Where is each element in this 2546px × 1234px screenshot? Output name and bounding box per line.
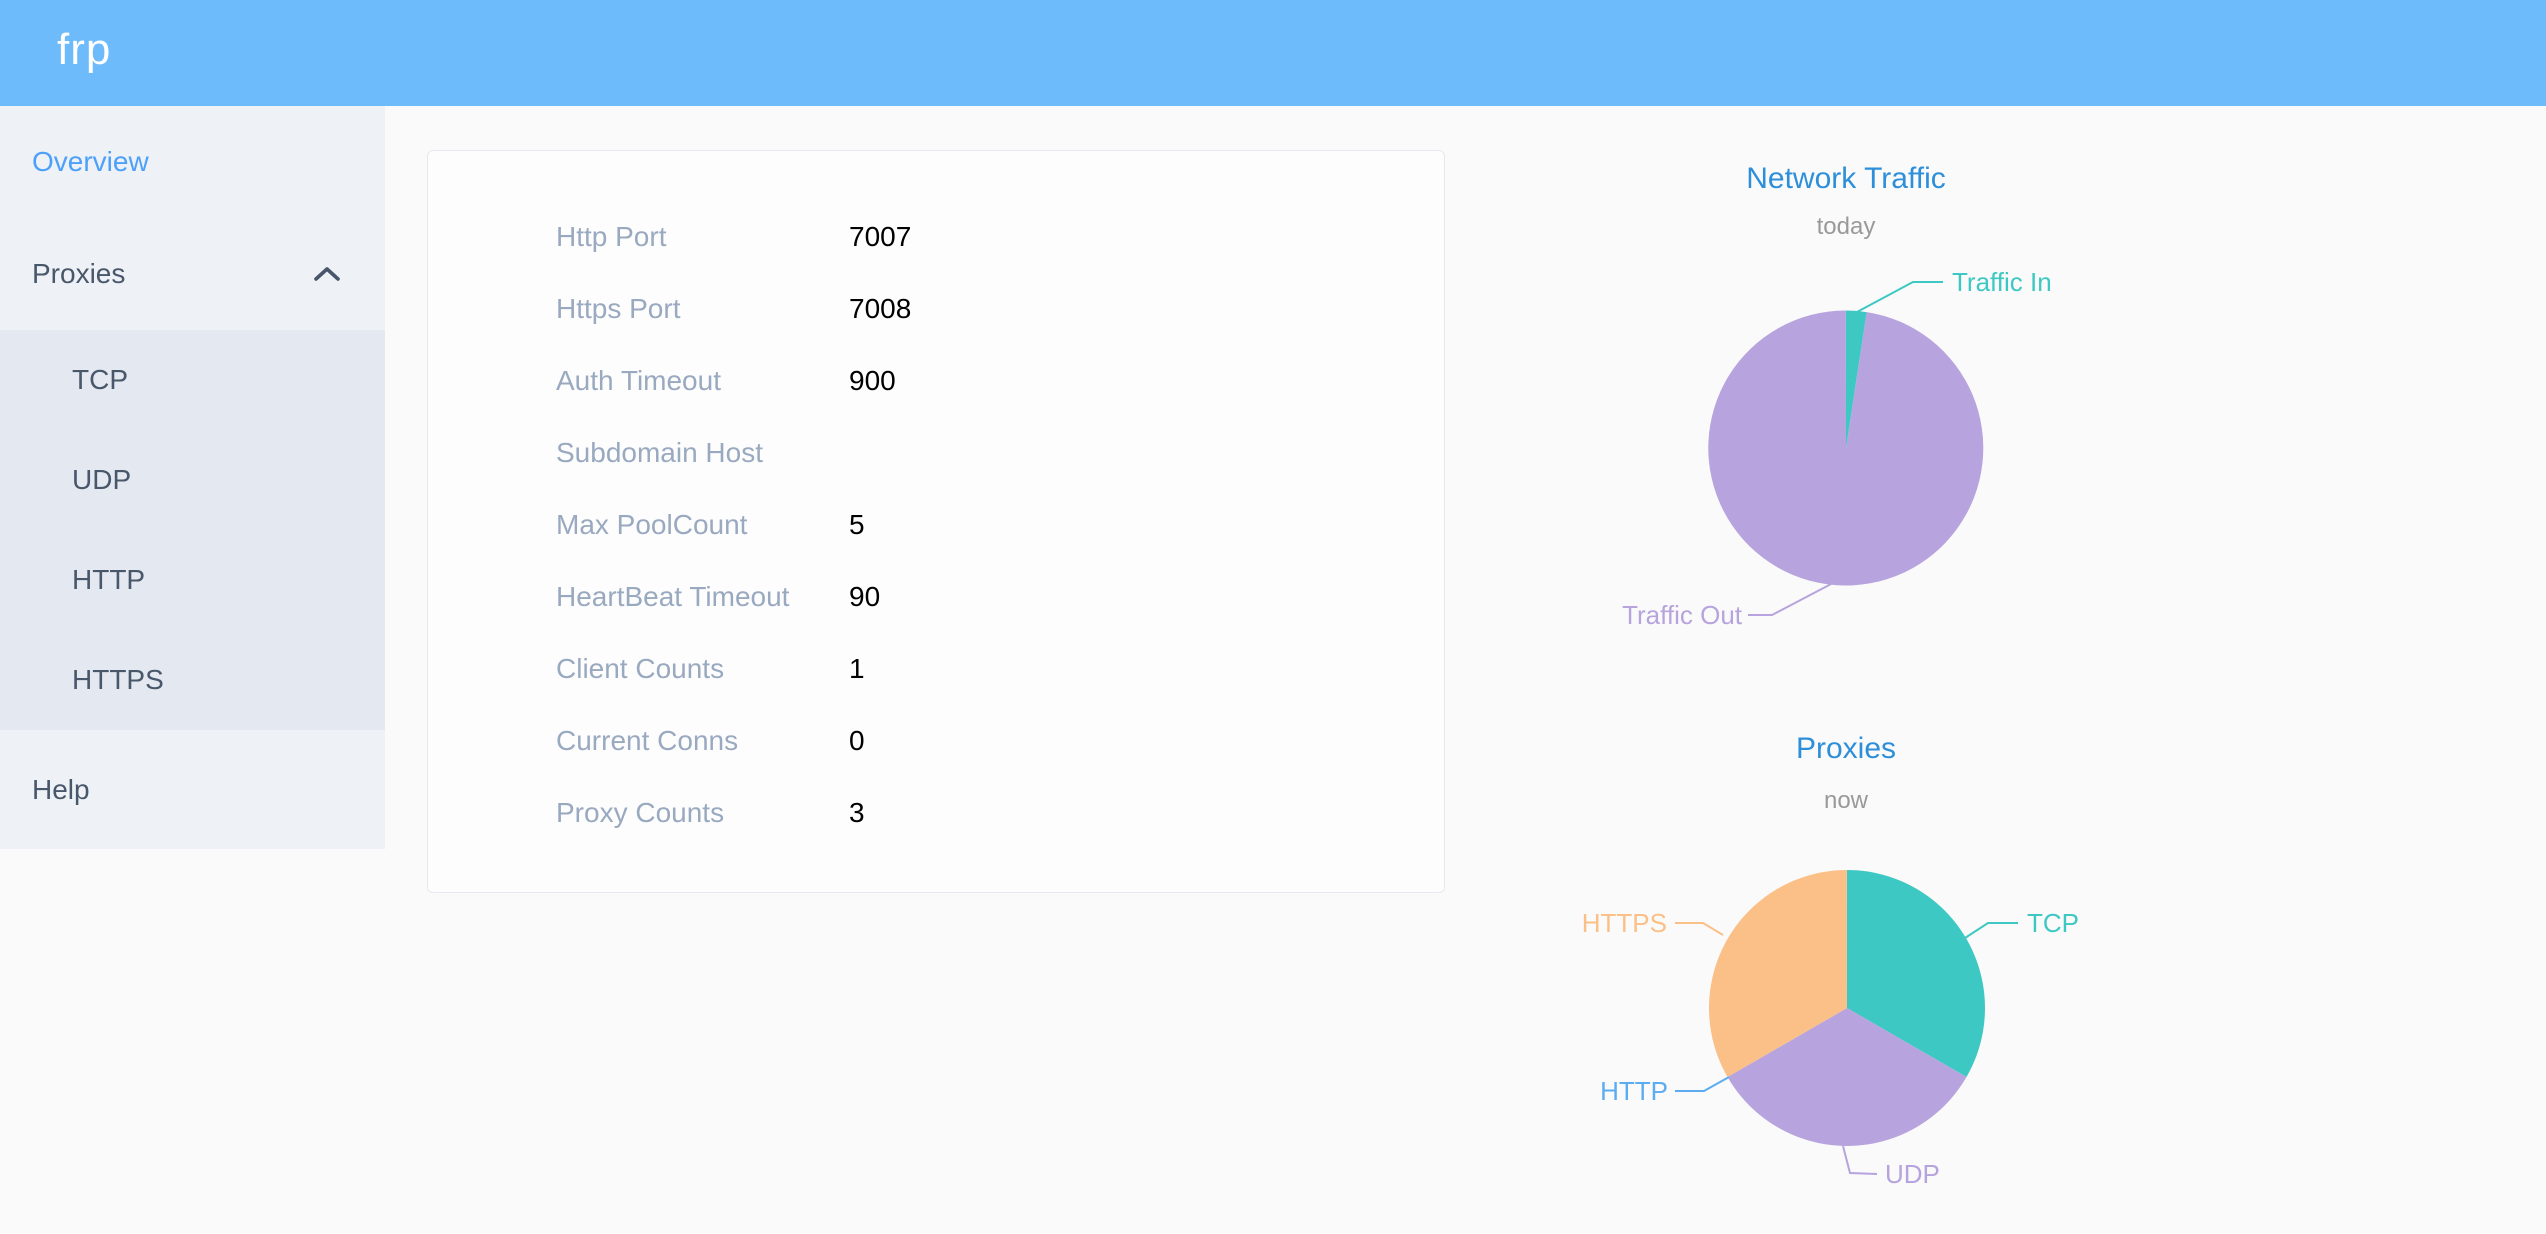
app-logo: frp xyxy=(57,25,112,74)
sidebar-item-proxies-label: Proxies xyxy=(32,258,126,289)
chart-title: Proxies xyxy=(1796,732,1896,765)
chevron-up-icon xyxy=(314,267,340,281)
sidebar-item-https[interactable]: HTTPS xyxy=(0,630,385,730)
server-info-row: Http Port 7007 xyxy=(428,201,1444,273)
sidebar-nav: Overview Proxies TCP UDP HTTP HTTPS Help xyxy=(0,106,385,849)
pie-slice-udp[interactable] xyxy=(1727,1008,1967,1146)
slice-label-traffic-in: Traffic In xyxy=(1952,267,2052,297)
sidebar-item-udp[interactable]: UDP xyxy=(0,430,385,530)
sidebar-item-https-label: HTTPS xyxy=(72,664,164,695)
sidebar-item-http-label: HTTP xyxy=(72,564,146,595)
sidebar-item-overview[interactable]: Overview xyxy=(0,106,385,218)
proxies-chart: Proxies now TCP UDP HTTP HTTPS xyxy=(1582,732,2079,1189)
server-info-label: Proxy Counts xyxy=(556,797,725,828)
server-info-value: 3 xyxy=(849,797,865,828)
network-traffic-chart: Network Traffic today Traffic In Traffic Ou… xyxy=(1622,162,2052,630)
pie-slice-traffic-in[interactable] xyxy=(1846,310,1867,449)
pie-slice-traffic-out[interactable] xyxy=(1708,310,1984,586)
label-leader-traffic-in xyxy=(1856,281,1943,313)
server-info-value: 900 xyxy=(849,365,896,396)
server-info-row: Subdomain Host xyxy=(428,417,1444,489)
server-info-value: 5 xyxy=(849,509,865,540)
slice-label-traffic-out: Traffic Out xyxy=(1622,600,1743,630)
pie-slice-https[interactable] xyxy=(1709,870,1847,1077)
server-info-row: HeartBeat Timeout 90 xyxy=(428,561,1444,633)
slice-label-tcp: TCP xyxy=(2027,908,2079,938)
label-leader-udp xyxy=(1842,1145,1878,1175)
server-info-row: Https Port 7008 xyxy=(428,273,1444,345)
pie-slice-tcp[interactable] xyxy=(1847,870,1985,1077)
app-header: frp xyxy=(0,0,2546,106)
sidebar-item-udp-label: UDP xyxy=(72,464,132,495)
server-info-label: Subdomain Host xyxy=(556,437,764,468)
proxies-submenu: TCP UDP HTTP HTTPS xyxy=(0,330,385,730)
server-info-value: 7007 xyxy=(849,221,912,252)
server-info-label: Auth Timeout xyxy=(556,365,721,396)
label-leader-tcp xyxy=(1964,922,2018,939)
server-info-row: Current Conns 0 xyxy=(428,705,1444,777)
sidebar-item-http[interactable]: HTTP xyxy=(0,530,385,630)
sidebar-item-help-label: Help xyxy=(32,774,90,805)
chart-subtitle: now xyxy=(1824,787,1869,814)
server-info-label: Https Port xyxy=(556,293,681,324)
label-leader-https xyxy=(1675,922,1724,936)
server-info-row: Auth Timeout 900 xyxy=(428,345,1444,417)
server-info-card: Http Port 7007 Https Port 7008 Auth Time… xyxy=(427,150,1445,893)
sidebar-item-tcp[interactable]: TCP xyxy=(0,330,385,430)
label-leader-traffic-out xyxy=(1748,582,1834,616)
server-info-label: HeartBeat Timeout xyxy=(556,581,790,612)
chart-subtitle: today xyxy=(1817,213,1876,240)
label-leader-http xyxy=(1675,1076,1730,1092)
server-info-value: 7008 xyxy=(849,293,912,324)
server-info-value: 1 xyxy=(849,653,865,684)
server-info-value: 90 xyxy=(849,581,881,612)
slice-label-udp: UDP xyxy=(1885,1159,1940,1189)
sidebar-item-overview-label: Overview xyxy=(32,146,149,177)
chart-title: Network Traffic xyxy=(1746,162,1946,195)
sidebar-item-tcp-label: TCP xyxy=(72,364,128,395)
server-info-label: Http Port xyxy=(556,221,667,252)
server-info-value: 0 xyxy=(849,725,865,756)
server-info-label: Max PoolCount xyxy=(556,509,748,540)
sidebar-item-help[interactable]: Help xyxy=(0,730,385,849)
server-info-row: Client Counts 1 xyxy=(428,633,1444,705)
server-info-row: Max PoolCount 5 xyxy=(428,489,1444,561)
server-info-row: Proxy Counts 3 xyxy=(428,777,1444,849)
slice-label-http: HTTP xyxy=(1600,1076,1668,1106)
sidebar-item-proxies[interactable]: Proxies xyxy=(0,218,385,330)
server-info-label: Client Counts xyxy=(556,653,725,684)
slice-label-https: HTTPS xyxy=(1582,908,1667,938)
server-info-label: Current Conns xyxy=(556,725,739,756)
